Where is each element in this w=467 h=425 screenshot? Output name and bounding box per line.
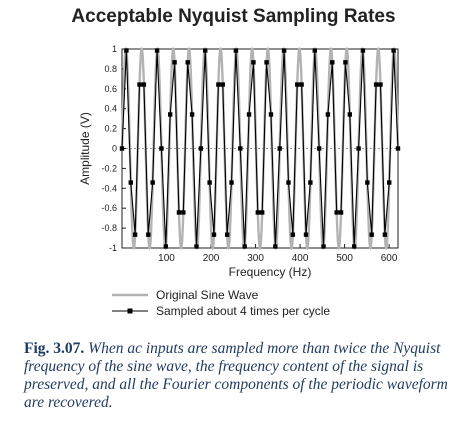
sample-marker xyxy=(185,60,190,65)
sample-marker xyxy=(220,82,225,87)
sample-marker xyxy=(124,48,129,53)
sampled-series xyxy=(119,48,401,249)
sample-marker xyxy=(207,180,212,185)
sampling-chart: 1 0.8 0.6 0.4 0.2 0 -0.2 -0.4 -0.6 -0.8 -1 100 200 30… xyxy=(78,44,401,318)
sample-marker xyxy=(286,180,291,185)
sample-marker xyxy=(128,180,133,185)
sample-marker xyxy=(132,232,138,237)
sample-marker xyxy=(338,210,344,215)
sample-marker xyxy=(229,180,234,185)
y-tick-label: 1 xyxy=(112,44,117,54)
sample-marker xyxy=(137,82,142,87)
sample-marker xyxy=(351,244,357,249)
sample-marker xyxy=(259,210,265,215)
y-tick-label: -0.2 xyxy=(101,163,117,173)
x-tick-label: 400 xyxy=(292,253,309,264)
sample-marker xyxy=(273,244,278,249)
sine-wave-series xyxy=(120,46,400,251)
sample-marker xyxy=(268,112,274,117)
y-axis-label: Amplitude (V) xyxy=(78,112,92,185)
sample-marker xyxy=(189,112,195,117)
sample-marker xyxy=(347,112,353,117)
x-tick-label: 200 xyxy=(203,253,220,264)
sample-marker xyxy=(176,210,182,215)
sample-marker xyxy=(167,112,173,117)
sample-marker xyxy=(373,82,379,87)
sample-marker xyxy=(251,60,256,65)
x-tick-label: 500 xyxy=(336,253,353,264)
sample-marker xyxy=(141,82,147,87)
sample-marker xyxy=(343,60,348,65)
sample-marker xyxy=(369,232,374,237)
y-tick-label: -0.8 xyxy=(101,223,117,233)
sample-marker xyxy=(181,210,186,215)
y-tick-label: 0.2 xyxy=(104,124,117,134)
sample-marker xyxy=(334,210,339,215)
sample-marker xyxy=(203,48,208,53)
sample-marker xyxy=(172,60,177,65)
y-tick-label: -1 xyxy=(109,243,117,253)
sample-marker xyxy=(238,146,243,151)
legend-label-sampled: Sampled about 4 times per cycle xyxy=(156,304,330,318)
x-tick-label: 300 xyxy=(247,253,264,264)
sample-marker xyxy=(330,60,335,65)
x-tick-label: 100 xyxy=(158,253,175,264)
sample-marker xyxy=(277,146,282,151)
sine-wave-line xyxy=(120,46,400,251)
sample-marker xyxy=(365,180,370,185)
sample-marker xyxy=(308,180,313,185)
caption-text: When ac inputs are sampled more than twi… xyxy=(24,340,448,411)
sample-marker xyxy=(299,82,304,87)
sample-marker xyxy=(312,48,317,53)
sample-marker xyxy=(194,244,199,249)
sample-marker xyxy=(290,232,296,237)
sample-marker xyxy=(356,146,361,151)
sample-marker xyxy=(281,48,287,53)
sample-marker xyxy=(216,82,221,87)
sample-marker xyxy=(198,146,204,151)
sample-marker xyxy=(150,180,155,185)
y-tick-label: 0.8 xyxy=(104,64,117,74)
y-tick-label: -0.6 xyxy=(101,203,117,213)
legend-marker-sampled xyxy=(127,308,133,314)
figure-caption: Fig. 3.07. When ac inputs are sampled mo… xyxy=(24,340,456,412)
sample-marker xyxy=(391,48,396,53)
sample-marker xyxy=(159,146,164,151)
sample-marker xyxy=(233,48,239,53)
sample-marker xyxy=(382,232,388,237)
sample-marker xyxy=(246,112,252,117)
legend-label-sine: Original Sine Wave xyxy=(156,288,259,302)
legend: Original Sine Wave Sampled about 4 times … xyxy=(112,288,330,318)
sample-marker xyxy=(303,232,309,237)
sample-marker xyxy=(321,244,326,249)
sample-marker xyxy=(224,232,230,237)
y-tick-label: 0.4 xyxy=(104,104,117,114)
sample-marker xyxy=(242,244,247,249)
sample-marker xyxy=(163,244,169,249)
sample-marker xyxy=(325,112,331,117)
sample-marker xyxy=(316,146,322,151)
chart-title: Acceptable Nyquist Sampling Rates xyxy=(71,6,396,27)
sample-marker xyxy=(264,60,269,65)
y-tick-label: 0.6 xyxy=(104,84,117,94)
sample-marker xyxy=(387,180,392,185)
y-tick-label: 0 xyxy=(112,144,117,154)
sample-marker xyxy=(146,232,151,237)
caption-label: Fig. 3.07. xyxy=(24,340,85,357)
sample-marker xyxy=(255,210,261,215)
sample-marker xyxy=(295,82,300,87)
x-tick-label: 600 xyxy=(381,253,398,264)
sample-marker xyxy=(378,82,383,87)
sample-marker xyxy=(360,48,366,53)
sample-marker xyxy=(154,48,160,53)
sample-marker xyxy=(211,232,217,237)
x-axis-label: Frequency (Hz) xyxy=(229,265,312,279)
sample-marker xyxy=(395,146,401,151)
sample-marker xyxy=(119,146,125,151)
y-tick-label: -0.4 xyxy=(101,183,117,193)
